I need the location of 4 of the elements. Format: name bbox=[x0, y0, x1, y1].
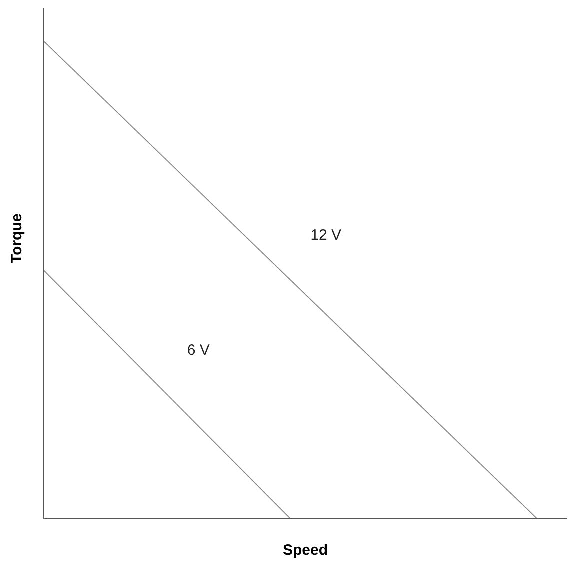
y-axis-title: Torque bbox=[8, 214, 26, 264]
x-axis-title: Speed bbox=[282, 542, 328, 559]
text: 6 V bbox=[187, 342, 210, 359]
text: 12 V bbox=[310, 227, 342, 244]
